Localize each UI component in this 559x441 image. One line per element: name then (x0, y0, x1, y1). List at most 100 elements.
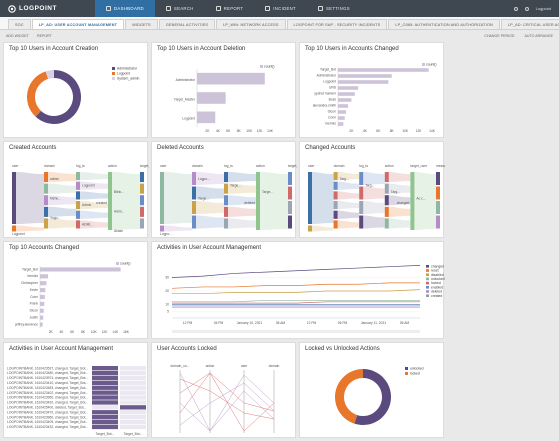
bar[interactable] (40, 308, 44, 313)
sankey-node[interactable] (224, 183, 228, 194)
bar[interactable] (197, 72, 265, 85)
sankey-node[interactable] (192, 201, 196, 214)
heat-cell[interactable] (92, 410, 118, 415)
bar[interactable] (338, 80, 389, 84)
sankey-node[interactable] (192, 186, 196, 200)
parallel-line[interactable] (179, 390, 275, 432)
dashboard-tab[interactable]: LP_AD: USER ACCOUNT MANAGEMENT (31, 19, 125, 29)
sankey-node[interactable] (333, 181, 338, 190)
notification-icon[interactable] (524, 6, 529, 11)
bar[interactable] (197, 111, 216, 124)
donut-slice[interactable] (26, 71, 49, 117)
series-line[interactable] (172, 289, 421, 295)
heat-cell[interactable] (120, 385, 146, 390)
heat-cell[interactable] (92, 395, 118, 400)
sankey-node[interactable] (359, 172, 364, 185)
bar[interactable] (338, 92, 355, 96)
heat-cell[interactable] (120, 380, 146, 385)
time-scroller[interactable] (172, 330, 420, 333)
nav-search[interactable]: SEARCH (155, 0, 205, 17)
sankey-node[interactable] (333, 172, 338, 181)
series-line[interactable] (171, 265, 421, 278)
help-icon[interactable] (513, 6, 518, 11)
auto-arrange-button[interactable]: AUTO ARRANGE (524, 34, 554, 38)
bar[interactable] (40, 281, 47, 286)
heat-cell[interactable] (120, 395, 146, 400)
sankey-node[interactable] (76, 201, 80, 210)
sankey-node[interactable] (76, 220, 80, 229)
sankey-node[interactable] (140, 206, 144, 217)
parallel-line[interactable] (179, 382, 275, 426)
sankey-node[interactable] (224, 218, 228, 229)
heat-cell[interactable] (120, 390, 146, 395)
sankey-node[interactable] (140, 172, 144, 183)
sankey-node[interactable] (44, 206, 48, 217)
heat-cell[interactable] (120, 400, 146, 405)
bar[interactable] (338, 122, 344, 126)
bar[interactable] (40, 322, 43, 327)
bar[interactable] (40, 301, 45, 306)
sankey-node[interactable] (44, 195, 48, 206)
nav-incident[interactable]: INCIDENT (254, 0, 307, 17)
sankey-node[interactable] (436, 186, 440, 200)
heat-cell[interactable] (120, 410, 146, 415)
add-widget-button[interactable]: ADD WIDGET (6, 34, 29, 38)
sankey-node[interactable] (44, 183, 48, 194)
sankey-node[interactable] (224, 172, 228, 183)
logo[interactable]: LOGPOINT (0, 0, 95, 17)
bar[interactable] (338, 110, 347, 114)
nav-report[interactable]: REPORT (205, 0, 255, 17)
sankey-node[interactable] (256, 172, 260, 230)
bar[interactable] (197, 92, 226, 104)
sankey-node[interactable] (140, 195, 144, 206)
parallel-line[interactable] (179, 378, 275, 420)
series-line[interactable] (172, 300, 420, 303)
series-line[interactable] (171, 282, 420, 289)
bar[interactable] (40, 315, 44, 320)
sankey-node[interactable] (224, 206, 228, 217)
bar[interactable] (40, 274, 49, 279)
sankey-node[interactable] (76, 172, 80, 181)
heat-cell[interactable] (120, 424, 146, 430)
sankey-node[interactable] (192, 215, 196, 229)
sankey-node[interactable] (224, 195, 228, 206)
sankey-node[interactable] (76, 210, 80, 219)
heat-cell[interactable] (120, 419, 146, 425)
sankey-node[interactable] (308, 225, 312, 232)
sankey-node[interactable] (140, 183, 144, 194)
sankey-node[interactable] (436, 201, 440, 214)
bar[interactable] (338, 98, 352, 102)
bar[interactable] (338, 116, 345, 120)
sankey-node[interactable] (384, 183, 389, 194)
sankey-node[interactable] (288, 201, 292, 214)
dashboard-tab[interactable]: LP_O365: AUTHENTICATION AND AUTHORIZATIO… (388, 19, 500, 29)
sankey-node[interactable] (333, 191, 338, 200)
sankey-node[interactable] (333, 210, 338, 219)
parallel-line[interactable] (179, 372, 275, 412)
sankey-node[interactable] (384, 206, 389, 217)
bar[interactable] (338, 104, 349, 108)
sankey-node[interactable] (359, 215, 364, 229)
sankey-node[interactable] (76, 191, 80, 200)
heat-cell[interactable] (92, 380, 118, 385)
sankey-node[interactable] (288, 215, 292, 229)
dashboard-tab[interactable]: GENERAL ACTIVITIES (158, 19, 216, 29)
sankey-node[interactable] (333, 220, 338, 229)
heat-cell[interactable] (92, 419, 118, 425)
nav-dashboard[interactable]: DASHBOARD (95, 0, 155, 17)
dashboard-tab[interactable]: WIDGETS (125, 19, 158, 29)
parallel-line[interactable] (179, 372, 275, 432)
heat-cell[interactable] (120, 405, 146, 410)
change-period-button[interactable]: CHANGE PERIOD (484, 34, 515, 38)
dashboard-tab[interactable]: SOC (8, 19, 31, 29)
sankey-node[interactable] (359, 201, 364, 214)
sankey-node[interactable] (359, 186, 364, 200)
sankey-node[interactable] (76, 181, 80, 190)
sankey-node[interactable] (308, 172, 312, 224)
heat-cell[interactable] (92, 385, 118, 390)
sankey-node[interactable] (12, 225, 16, 232)
sankey-node[interactable] (410, 172, 415, 230)
bar[interactable] (338, 68, 429, 72)
dashboard-tab[interactable]: LP_WIN: NETWORK ACCESS (216, 19, 286, 29)
heat-cell[interactable] (92, 415, 118, 420)
